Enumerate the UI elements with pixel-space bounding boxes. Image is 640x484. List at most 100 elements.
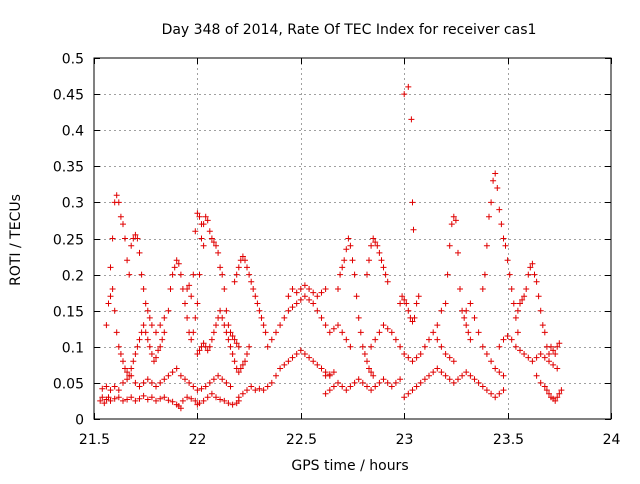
data-point — [521, 351, 528, 357]
data-point — [144, 396, 151, 403]
data-point — [409, 358, 416, 365]
data-point — [380, 322, 387, 329]
data-point — [132, 231, 139, 238]
data-point — [136, 383, 143, 390]
data-point — [153, 354, 159, 361]
data-point — [368, 343, 375, 350]
data-point — [198, 221, 205, 228]
data-point — [285, 307, 292, 314]
data-point — [223, 329, 230, 336]
data-point — [223, 379, 230, 386]
data-point — [219, 376, 226, 383]
data-point — [310, 358, 317, 365]
data-point — [421, 343, 428, 350]
data-point — [242, 358, 248, 365]
data-point — [408, 116, 415, 123]
data-point — [351, 271, 358, 278]
plot-frame — [93, 57, 612, 420]
data-point — [171, 264, 178, 271]
data-point — [347, 242, 354, 249]
data-point — [128, 242, 135, 249]
data-point — [200, 397, 207, 404]
data-point — [229, 351, 236, 357]
data-point — [196, 347, 203, 354]
data-point — [541, 383, 548, 390]
data-point — [140, 379, 147, 386]
data-point — [301, 351, 308, 357]
data-point — [293, 300, 300, 307]
data-point — [248, 383, 255, 390]
data-point — [537, 307, 544, 314]
data-point — [277, 322, 284, 329]
data-point — [490, 177, 497, 184]
data-point — [411, 314, 418, 321]
data-point — [221, 397, 228, 404]
data-point — [459, 372, 466, 379]
data-point — [475, 379, 482, 386]
data-point — [519, 296, 526, 303]
data-point — [120, 221, 126, 228]
data-point — [457, 286, 463, 292]
data-point — [446, 242, 453, 249]
data-point — [215, 372, 222, 379]
data-point — [227, 383, 234, 390]
data-point — [242, 257, 248, 264]
data-point — [306, 354, 313, 361]
data-point — [382, 271, 389, 278]
data-point — [380, 376, 387, 383]
data-point — [364, 383, 370, 390]
y-tick-label: 0.5 — [62, 52, 84, 68]
data-point — [326, 329, 333, 336]
data-point — [107, 264, 114, 271]
data-point — [208, 390, 215, 397]
data-point — [208, 336, 215, 343]
data-point — [339, 329, 346, 336]
data-point — [196, 213, 203, 220]
data-point — [314, 293, 321, 300]
data-point — [136, 395, 143, 402]
data-point — [273, 329, 279, 336]
data-point — [200, 340, 207, 347]
data-point — [246, 271, 253, 278]
data-point — [525, 271, 532, 278]
data-point — [115, 387, 122, 394]
data-point — [169, 369, 176, 376]
data-point — [529, 260, 536, 267]
data-point — [399, 293, 406, 300]
data-point — [409, 318, 416, 325]
data-point — [409, 199, 416, 206]
data-point — [157, 395, 164, 402]
data-point — [268, 379, 275, 386]
data-point — [510, 300, 517, 307]
data-point — [105, 300, 112, 307]
data-point — [546, 351, 552, 357]
data-point — [167, 286, 174, 292]
data-point — [442, 351, 449, 357]
data-point — [206, 343, 213, 350]
data-point — [494, 185, 501, 191]
data-point — [384, 278, 391, 285]
data-point — [120, 397, 126, 404]
data-point — [190, 383, 197, 390]
data-point — [347, 383, 354, 390]
data-point — [405, 83, 412, 90]
data-point — [310, 289, 317, 296]
data-point — [190, 329, 197, 336]
data-point — [380, 264, 387, 271]
data-point — [165, 397, 172, 404]
data-point — [239, 390, 246, 397]
data-point — [159, 336, 166, 343]
data-point — [488, 358, 495, 365]
data-point — [401, 91, 408, 98]
data-point — [148, 322, 155, 329]
data-point — [405, 307, 412, 314]
data-point — [196, 271, 203, 278]
data-point — [113, 192, 120, 199]
data-point — [481, 271, 488, 278]
data-point — [173, 365, 180, 372]
data-point — [372, 239, 379, 246]
grid-lines — [94, 58, 611, 419]
data-point — [115, 199, 122, 206]
data-point — [192, 314, 199, 321]
data-point — [341, 257, 348, 264]
